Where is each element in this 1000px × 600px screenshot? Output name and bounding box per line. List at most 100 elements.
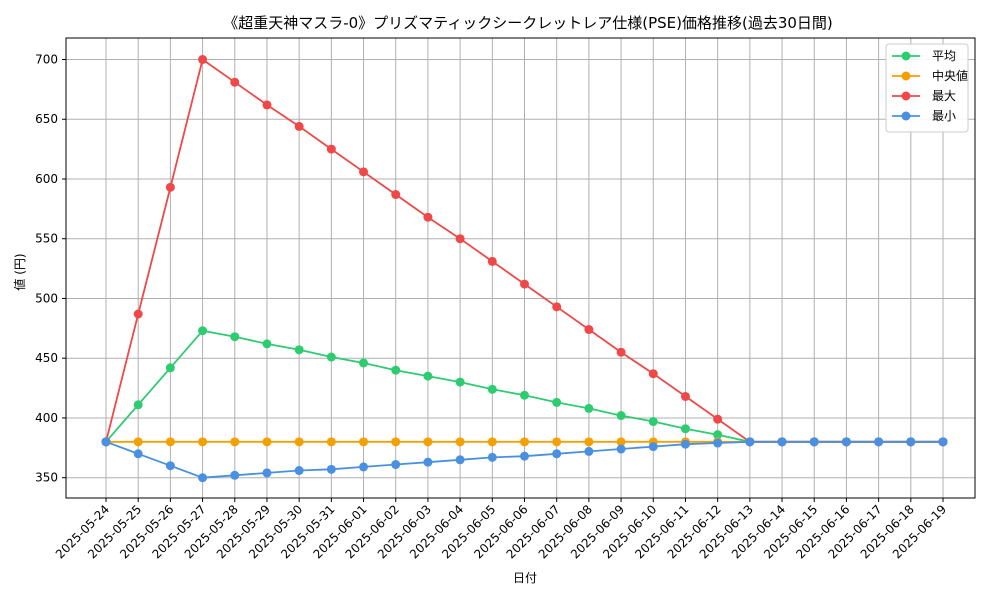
data-point <box>198 326 208 336</box>
data-point <box>262 437 272 447</box>
data-point <box>552 302 562 312</box>
data-point <box>391 190 401 200</box>
data-point <box>552 437 562 447</box>
data-point <box>584 325 594 335</box>
y-axis-ticks: 350 400 450 500 550 600 650 700 <box>35 53 66 485</box>
plot-frame <box>65 37 976 499</box>
data-point <box>520 451 529 461</box>
data-point <box>455 455 465 465</box>
legend-label: 最小 <box>932 109 956 123</box>
legend-item: 最大 <box>892 89 956 103</box>
legend-item: 最小 <box>892 109 956 123</box>
legend-item: 平均 <box>892 49 956 63</box>
data-point <box>745 437 755 447</box>
data-point <box>423 212 433 222</box>
y-tick-label: 700 <box>35 53 58 67</box>
data-point <box>165 461 175 471</box>
data-point <box>874 437 884 447</box>
y-tick-label: 600 <box>35 172 58 186</box>
data-point <box>133 437 143 447</box>
data-point <box>584 446 594 456</box>
data-point <box>584 437 594 447</box>
data-point <box>326 464 336 474</box>
grid <box>66 38 975 498</box>
legend-box <box>885 43 969 133</box>
data-point <box>423 371 433 381</box>
data-point <box>165 363 175 373</box>
y-tick-label: 650 <box>35 112 58 126</box>
data-point <box>616 444 626 454</box>
data-point <box>648 442 658 452</box>
data-point <box>294 345 304 355</box>
data-point <box>230 77 240 87</box>
data-point <box>938 437 948 447</box>
legend-marker <box>901 71 911 81</box>
data-point <box>487 437 497 447</box>
data-point <box>680 424 690 434</box>
data-point <box>680 391 690 401</box>
data-point <box>133 309 143 319</box>
data-point <box>713 430 723 440</box>
data-point <box>262 100 272 110</box>
y-tick-label: 400 <box>35 411 58 425</box>
data-point <box>713 414 723 424</box>
data-point <box>230 332 240 342</box>
data-point <box>294 437 304 447</box>
y-tick-label: 350 <box>35 471 58 485</box>
data-point <box>616 411 626 421</box>
data-point <box>294 466 304 476</box>
data-point <box>326 144 336 154</box>
data-point <box>777 437 787 447</box>
legend-label: 中央値 <box>932 68 968 83</box>
data-point <box>680 439 690 449</box>
y-tick-label: 550 <box>35 232 58 246</box>
data-point <box>487 452 497 462</box>
data-point <box>262 339 272 349</box>
data-point <box>552 449 562 459</box>
data-point <box>198 437 208 447</box>
legend-marker <box>901 111 911 121</box>
data-point <box>165 182 175 192</box>
series-3 <box>101 437 948 483</box>
data-point <box>326 437 336 447</box>
data-point <box>423 457 433 467</box>
data-point <box>359 462 369 472</box>
data-point <box>359 358 369 368</box>
data-point <box>520 390 529 400</box>
data-point <box>230 470 240 480</box>
data-point <box>294 121 304 131</box>
data-point <box>359 437 369 447</box>
y-axis-label: 値 (円) <box>12 253 27 290</box>
data-point <box>198 55 208 65</box>
data-point <box>648 417 658 427</box>
legend-marker <box>901 91 911 101</box>
chart-title: 《超重天神マスラ-0》プリズマティックシークレットレア仕様(PSE)価格推移(過… <box>223 14 833 32</box>
data-point <box>713 438 723 448</box>
data-point <box>487 256 497 266</box>
data-point <box>616 347 626 357</box>
data-point <box>262 468 272 478</box>
data-point <box>391 437 401 447</box>
legend-marker <box>901 51 911 61</box>
data-point <box>359 167 369 177</box>
data-point <box>133 449 143 459</box>
data-point <box>616 437 626 447</box>
series-group <box>101 55 948 483</box>
data-point <box>455 437 465 447</box>
data-point <box>423 437 433 447</box>
data-point <box>455 377 465 387</box>
data-point <box>520 279 529 289</box>
y-tick-label: 500 <box>35 291 58 305</box>
data-point <box>391 365 401 375</box>
data-point <box>326 352 336 362</box>
legend-item: 中央値 <box>892 68 968 83</box>
data-point <box>552 397 562 407</box>
data-point <box>101 437 111 447</box>
x-axis-label: 日付 <box>513 571 537 585</box>
data-point <box>165 437 175 447</box>
data-point <box>487 384 497 394</box>
data-point <box>391 460 401 470</box>
